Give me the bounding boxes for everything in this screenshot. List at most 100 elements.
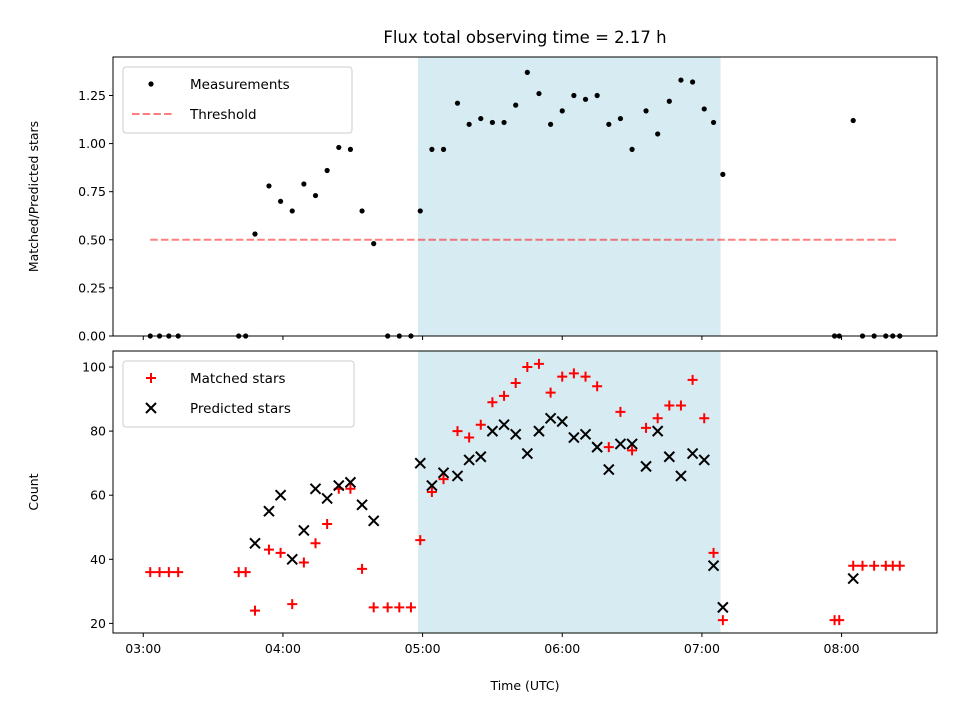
matched-star-point	[394, 602, 405, 613]
matched-star-point	[368, 602, 379, 613]
matched-star-point	[464, 432, 475, 443]
y-tick-label: 100	[82, 360, 106, 375]
plot-frame	[112, 56, 938, 337]
predicted-star-point	[263, 505, 275, 517]
matched-star-point	[287, 599, 298, 610]
measurement-point	[289, 208, 295, 214]
predicted-star-point	[717, 601, 729, 614]
legend-label: Measurements	[190, 77, 290, 93]
matched-star-point	[533, 358, 544, 369]
x-tick-label: 04:00	[265, 641, 301, 656]
matched-star-point	[699, 413, 710, 424]
x-tick-label: 03:00	[125, 641, 161, 656]
predicted-star-point	[463, 454, 475, 466]
measurement-point	[513, 102, 519, 108]
predicted-star-point	[321, 492, 333, 505]
matched-star-point	[687, 374, 698, 385]
matched-star-point	[249, 605, 260, 616]
matched-star-point	[557, 371, 568, 382]
measurement-point	[643, 108, 649, 114]
matched-star-point	[664, 400, 675, 411]
matched-star-point	[675, 400, 686, 411]
measurement-point	[850, 117, 856, 124]
measurement-point	[440, 146, 447, 152]
legend: Matched stars Predicted stars	[122, 360, 355, 428]
predicted-star-point	[675, 470, 687, 482]
matched-star-point	[627, 445, 638, 456]
legend: Measurements Threshold	[122, 66, 353, 134]
matched-star-point	[345, 483, 356, 494]
y-tick-label: 1.00	[78, 136, 106, 151]
measurement-point	[371, 241, 377, 247]
predicted-star-point	[475, 451, 487, 463]
plot-frame	[112, 350, 938, 634]
measurement-point	[347, 146, 354, 152]
predicted-star-point	[367, 515, 380, 527]
matched-star-point	[708, 547, 719, 558]
matched-star-point	[652, 413, 663, 424]
predicted-star-point	[426, 479, 438, 492]
matched-star-point	[173, 567, 184, 578]
predicted-star-point	[451, 470, 464, 482]
matched-star-point	[603, 442, 614, 453]
matched-star-point	[510, 378, 521, 389]
matched-star-point	[310, 538, 321, 549]
legend-measurement-marker	[148, 81, 154, 87]
measurement-point	[678, 77, 684, 83]
x-tick-label: 06:00	[544, 641, 580, 656]
matched-star-point	[382, 602, 393, 613]
measurement-point	[501, 119, 507, 126]
measurement-point	[536, 90, 542, 97]
predicted-star-point	[356, 499, 368, 511]
legend-box	[122, 360, 355, 428]
predicted-star-point	[686, 447, 699, 460]
predicted-star-point	[651, 425, 664, 437]
predicted-star-point	[556, 415, 568, 428]
predicted-star-point	[579, 428, 592, 441]
y-axis-label: Matched/Predicted stars	[26, 121, 41, 272]
chart-title: Flux total observing time = 2.17 h	[383, 28, 666, 47]
measurement-point	[559, 108, 565, 114]
measurement-point	[266, 183, 272, 189]
predicted-star-point	[486, 425, 499, 437]
measurement-point	[655, 131, 661, 137]
predicted-star-point	[663, 451, 676, 463]
measurement-point	[454, 100, 461, 106]
measurement-point	[720, 171, 726, 177]
predicted-star-point	[698, 454, 710, 466]
predicted-star-point	[498, 418, 510, 431]
predicted-star-point	[333, 479, 345, 492]
legend-label: Matched stars	[190, 371, 286, 387]
predicted-star-point	[640, 460, 652, 473]
matched-star-point	[894, 560, 905, 571]
predicted-star-point	[437, 467, 450, 479]
y-axis-label: Count	[26, 473, 41, 510]
legend-label: Threshold	[189, 107, 257, 123]
matched-star-point	[834, 615, 845, 626]
matched-star-point	[717, 615, 728, 626]
predicted-star-point	[249, 537, 261, 549]
matched-star-point	[580, 371, 591, 382]
measurement-point	[617, 115, 624, 122]
y-tick-label: 40	[90, 552, 106, 567]
measurement-point	[336, 144, 342, 151]
predicted-star-point	[533, 425, 545, 437]
measurement-point	[301, 181, 307, 187]
matched-star-point	[438, 474, 449, 485]
series-measurements	[147, 69, 903, 339]
measurement-point	[417, 208, 423, 214]
measurement-point	[571, 92, 577, 99]
measurement-point	[466, 121, 472, 127]
x-tick-label: 08:00	[824, 641, 860, 656]
predicted-star-point	[707, 559, 720, 572]
measurement-point	[524, 69, 530, 75]
matched-star-point	[426, 487, 437, 497]
matched-star-point	[857, 560, 868, 571]
y-tick-label: 1.25	[78, 88, 106, 103]
series-predicted-stars	[249, 412, 859, 614]
predicted-star-point	[309, 483, 322, 495]
matched-star-point	[592, 381, 603, 392]
matched-star-point	[848, 560, 859, 571]
measurement-point	[689, 79, 696, 85]
